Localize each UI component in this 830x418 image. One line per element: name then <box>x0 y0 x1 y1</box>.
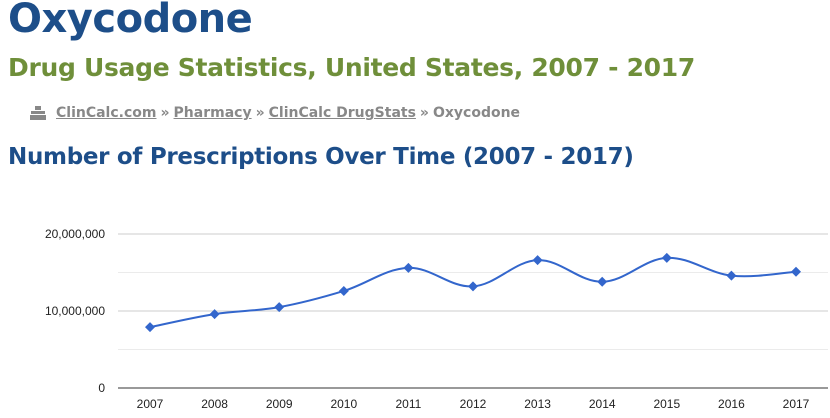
breadcrumb-link-pharmacy[interactable]: Pharmacy <box>173 105 252 121</box>
page-subtitle: Drug Usage Statistics, United States, 20… <box>8 53 695 82</box>
x-tick-label: 2014 <box>589 397 616 411</box>
x-tick-label: 2013 <box>524 397 551 411</box>
home-icon <box>30 106 46 120</box>
x-tick-label: 2017 <box>783 397 810 411</box>
data-point-marker <box>661 252 672 263</box>
breadcrumb: ClinCalc.com » Pharmacy » ClinCalc DrugS… <box>30 103 520 123</box>
y-tick-label: 0 <box>98 381 105 395</box>
data-point-marker <box>403 262 414 273</box>
breadcrumb-separator: » <box>255 105 265 121</box>
data-point-marker <box>145 322 155 333</box>
x-tick-label: 2008 <box>201 397 228 411</box>
data-point-marker <box>532 255 543 266</box>
x-tick-label: 2010 <box>330 397 357 411</box>
breadcrumb-link-drugstats[interactable]: ClinCalc DrugStats <box>268 105 416 121</box>
x-tick-label: 2009 <box>266 397 293 411</box>
y-tick-label: 10,000,000 <box>45 304 105 318</box>
x-tick-label: 2016 <box>718 397 745 411</box>
data-point-marker <box>209 309 220 320</box>
x-tick-label: 2007 <box>137 397 164 411</box>
data-point-marker <box>791 266 801 277</box>
x-tick-label: 2012 <box>460 397 487 411</box>
series-line <box>149 256 797 329</box>
x-tick-label: 2011 <box>395 397 421 411</box>
breadcrumb-link-clincalc[interactable]: ClinCalc.com <box>56 105 157 121</box>
breadcrumb-separator: » <box>160 105 170 121</box>
section-heading: Number of Prescriptions Over Time (2007 … <box>8 144 634 170</box>
data-point-marker <box>597 276 608 287</box>
data-point-marker <box>274 302 285 313</box>
y-tick-label: 20,000,000 <box>45 227 105 241</box>
data-point-marker <box>338 285 349 296</box>
breadcrumb-separator: » <box>419 105 429 121</box>
page-title: Oxycodone <box>8 0 253 42</box>
x-tick-label: 2015 <box>653 397 680 411</box>
breadcrumb-current: Oxycodone <box>432 105 521 121</box>
data-point-marker <box>726 270 737 281</box>
data-point-marker <box>468 281 478 292</box>
prescriptions-line-chart: 0 10,000,000 20,000,000 2007 2008 2009 2010 201… <box>45 227 828 411</box>
